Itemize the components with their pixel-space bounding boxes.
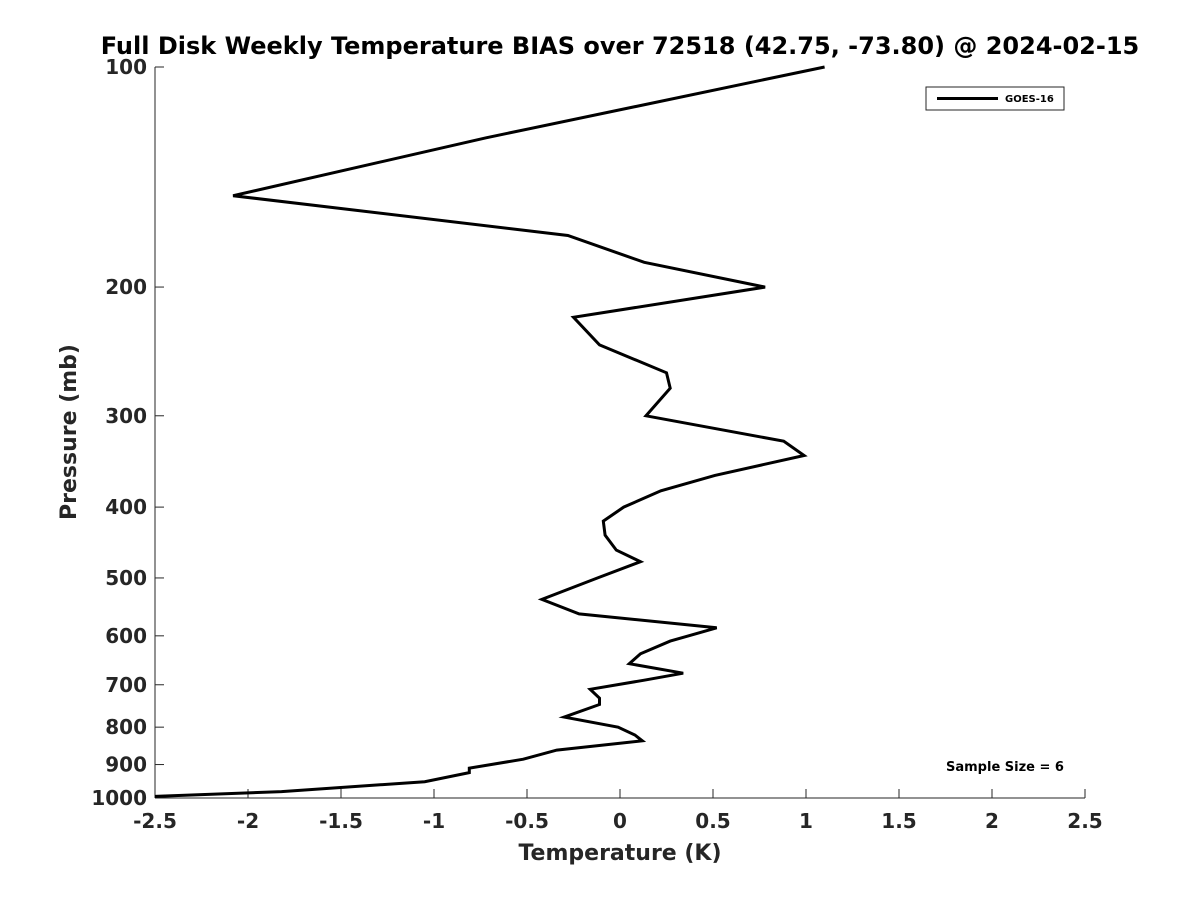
y-tick-label: 1000	[91, 786, 147, 810]
y-tick-label: 900	[105, 753, 147, 777]
x-tick-label: 0	[613, 809, 627, 833]
x-axis-label: Temperature (K)	[518, 841, 721, 866]
x-tick-label: -1	[423, 809, 445, 833]
series-line-goes-16	[154, 65, 825, 798]
y-tick-label: 300	[105, 404, 147, 428]
x-tick-label: -0.5	[505, 809, 549, 833]
y-tick-label: 200	[105, 275, 147, 299]
y-tick-label: 800	[105, 715, 147, 739]
x-tick-label: -1.5	[319, 809, 363, 833]
y-tick-label: 700	[105, 673, 147, 697]
y-axis-label: Pressure (mb)	[57, 344, 82, 520]
y-axis: 100 200 300 400 500 600 700 800 900 1000	[91, 55, 164, 810]
x-tick-label: 1.5	[881, 809, 916, 833]
x-tick-label: 1	[799, 809, 813, 833]
plot-area-frame	[155, 67, 1085, 798]
x-tick-label: 2.5	[1067, 809, 1102, 833]
x-tick-label: 2	[985, 809, 999, 833]
legend: GOES-16	[925, 86, 1065, 111]
y-tick-label: 600	[105, 624, 147, 648]
sample-size-annotation: Sample Size = 6	[946, 760, 1064, 775]
x-axis: -2.5 -2 -1.5 -1 -0.5 0 0.5 1 1.5 2 2.5	[133, 789, 1103, 833]
x-tick-label: 0.5	[695, 809, 730, 833]
legend-entry-goes-16: GOES-16	[1005, 94, 1054, 105]
y-tick-label: 100	[105, 55, 147, 79]
series-group	[154, 65, 825, 798]
x-tick-label: -2.5	[133, 809, 177, 833]
y-tick-label: 400	[105, 495, 147, 519]
x-tick-label: -2	[237, 809, 259, 833]
y-tick-label: 500	[105, 566, 147, 590]
chart-title: Full Disk Weekly Temperature BIAS over 7…	[101, 32, 1140, 60]
